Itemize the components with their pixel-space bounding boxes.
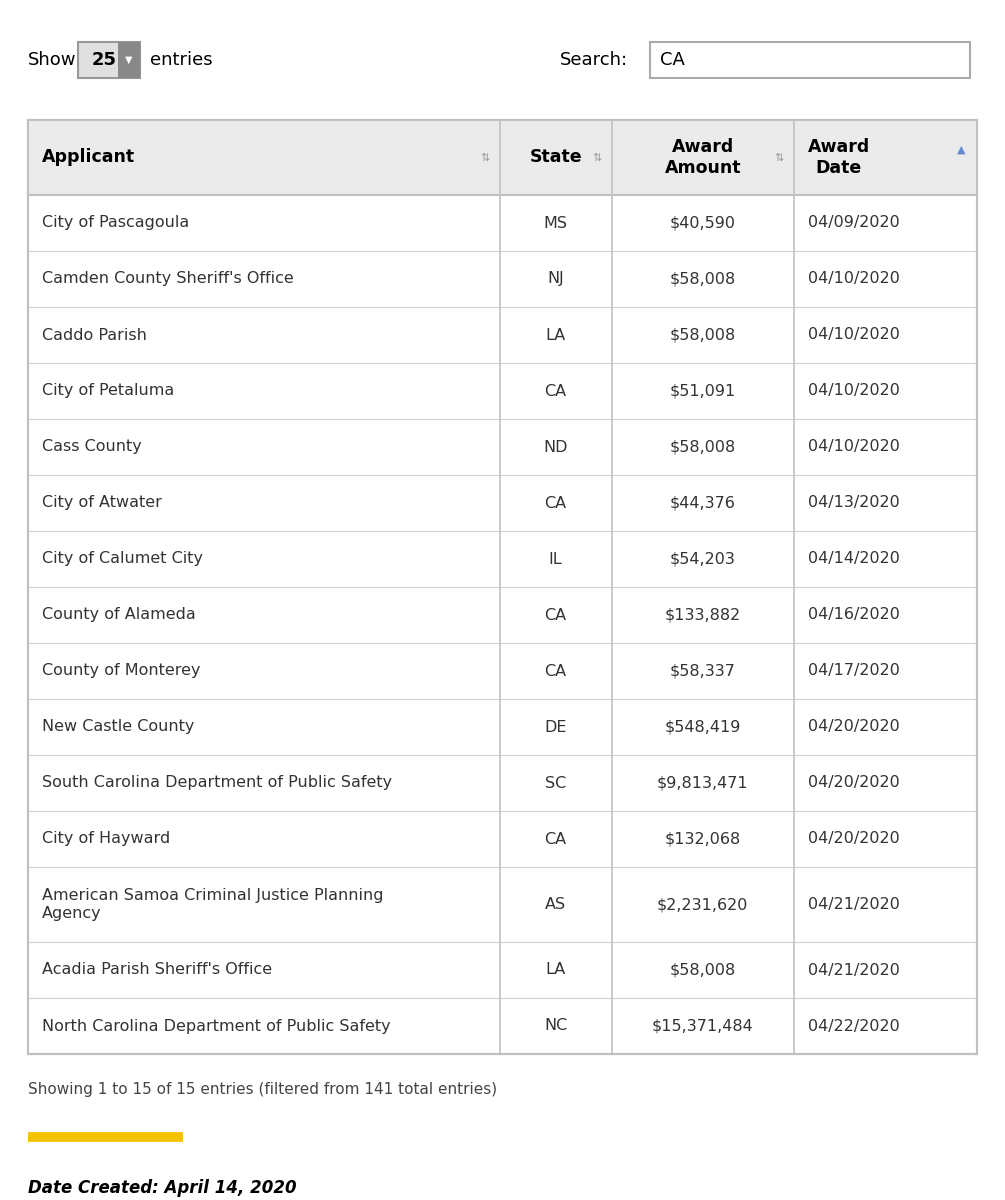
Text: CA: CA (545, 832, 567, 846)
Text: CA: CA (545, 607, 567, 623)
Text: City of Pascagoula: City of Pascagoula (42, 216, 189, 230)
Text: City of Atwater: City of Atwater (42, 496, 162, 510)
Text: 04/10/2020: 04/10/2020 (808, 328, 899, 342)
Text: City of Calumet City: City of Calumet City (42, 552, 203, 566)
FancyBboxPatch shape (78, 42, 140, 78)
Text: SC: SC (545, 775, 566, 791)
Text: 04/10/2020: 04/10/2020 (808, 384, 899, 398)
Text: Cass County: Cass County (42, 439, 142, 455)
Text: LA: LA (546, 962, 566, 978)
Text: American Samoa Criminal Justice Planning
Agency: American Samoa Criminal Justice Planning… (42, 888, 384, 920)
Text: CA: CA (545, 496, 567, 510)
Text: Acadia Parish Sheriff's Office: Acadia Parish Sheriff's Office (42, 962, 272, 978)
FancyBboxPatch shape (28, 120, 977, 1054)
Text: Camden County Sheriff's Office: Camden County Sheriff's Office (42, 271, 293, 287)
Text: 04/17/2020: 04/17/2020 (808, 664, 899, 678)
Text: ▼: ▼ (126, 55, 133, 65)
Text: ⇅: ⇅ (775, 152, 784, 162)
Text: MS: MS (544, 216, 568, 230)
Text: CA: CA (545, 384, 567, 398)
FancyBboxPatch shape (650, 42, 970, 78)
Text: entries: entries (150, 50, 213, 68)
Text: Showing 1 to 15 of 15 entries (filtered from 141 total entries): Showing 1 to 15 of 15 entries (filtered … (28, 1082, 497, 1097)
Text: $44,376: $44,376 (669, 496, 736, 510)
Text: $9,813,471: $9,813,471 (657, 775, 749, 791)
Text: $58,008: $58,008 (669, 439, 736, 455)
Text: 04/22/2020: 04/22/2020 (808, 1019, 899, 1033)
Text: ⇅: ⇅ (480, 152, 489, 162)
Text: NJ: NJ (548, 271, 564, 287)
Text: 04/09/2020: 04/09/2020 (808, 216, 899, 230)
Text: $58,337: $58,337 (669, 664, 736, 678)
Text: 04/16/2020: 04/16/2020 (808, 607, 899, 623)
FancyBboxPatch shape (28, 120, 977, 194)
Text: $2,231,620: $2,231,620 (657, 898, 749, 912)
Text: $54,203: $54,203 (669, 552, 736, 566)
Text: 04/10/2020: 04/10/2020 (808, 271, 899, 287)
Text: City of Petaluma: City of Petaluma (42, 384, 174, 398)
Text: $132,068: $132,068 (664, 832, 741, 846)
Text: CA: CA (545, 664, 567, 678)
Text: 04/10/2020: 04/10/2020 (808, 439, 899, 455)
Text: AS: AS (545, 898, 566, 912)
Text: Date Created: April 14, 2020: Date Created: April 14, 2020 (28, 1178, 296, 1198)
Text: 04/13/2020: 04/13/2020 (808, 496, 899, 510)
Text: 25: 25 (92, 50, 117, 68)
Text: $548,419: $548,419 (664, 720, 741, 734)
Text: $40,590: $40,590 (669, 216, 736, 230)
Text: LA: LA (546, 328, 566, 342)
Text: Show: Show (28, 50, 76, 68)
Text: NC: NC (544, 1019, 567, 1033)
Text: $15,371,484: $15,371,484 (652, 1019, 754, 1033)
Text: Search:: Search: (560, 50, 628, 68)
Text: Award
Amount: Award Amount (664, 138, 741, 176)
Text: $58,008: $58,008 (669, 328, 736, 342)
Text: $133,882: $133,882 (664, 607, 741, 623)
Text: Caddo Parish: Caddo Parish (42, 328, 147, 342)
Text: ND: ND (544, 439, 568, 455)
FancyBboxPatch shape (118, 42, 140, 78)
Text: ⇅: ⇅ (592, 152, 602, 162)
Text: 04/20/2020: 04/20/2020 (808, 720, 899, 734)
Text: 04/20/2020: 04/20/2020 (808, 775, 899, 791)
Text: State: State (530, 149, 582, 167)
Text: County of Monterey: County of Monterey (42, 664, 201, 678)
Text: North Carolina Department of Public Safety: North Carolina Department of Public Safe… (42, 1019, 391, 1033)
Text: 04/21/2020: 04/21/2020 (808, 962, 899, 978)
Text: New Castle County: New Castle County (42, 720, 194, 734)
Text: IL: IL (549, 552, 563, 566)
Text: $58,008: $58,008 (669, 271, 736, 287)
Text: DE: DE (545, 720, 567, 734)
Text: ▲: ▲ (957, 144, 965, 155)
Text: CA: CA (660, 50, 684, 68)
Text: 04/21/2020: 04/21/2020 (808, 898, 899, 912)
Text: $51,091: $51,091 (669, 384, 736, 398)
Text: County of Alameda: County of Alameda (42, 607, 196, 623)
Text: City of Hayward: City of Hayward (42, 832, 170, 846)
Text: 04/14/2020: 04/14/2020 (808, 552, 899, 566)
Text: Applicant: Applicant (42, 149, 135, 167)
Text: Award
Date: Award Date (808, 138, 870, 176)
Text: $58,008: $58,008 (669, 962, 736, 978)
Text: 04/20/2020: 04/20/2020 (808, 832, 899, 846)
Text: South Carolina Department of Public Safety: South Carolina Department of Public Safe… (42, 775, 392, 791)
